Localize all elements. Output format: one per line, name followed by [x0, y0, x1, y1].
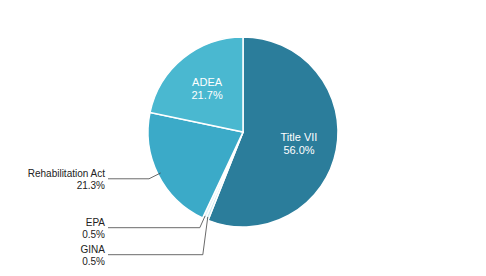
- slice: [150, 37, 243, 132]
- slice-label: Title VII: [281, 131, 318, 143]
- leader-line: [108, 217, 208, 255]
- slice-label: GINA: [81, 244, 106, 255]
- slice-label: Rehabilitation Act: [28, 168, 105, 179]
- slices: [148, 37, 338, 227]
- slice-value-label: 56.0%: [283, 144, 314, 156]
- slice-value-label: 21.7%: [191, 89, 222, 101]
- pie: Title VII56.0%ADEA21.7%GINA0.5%EPA0.5%Re…: [28, 37, 338, 267]
- leader-line: [108, 216, 205, 228]
- leader-line: [108, 173, 161, 179]
- slice-value-label: 21.3%: [77, 180, 105, 191]
- slice-value-label: 0.5%: [82, 256, 105, 267]
- slice-label: ADEA: [192, 76, 223, 88]
- labels: Title VII56.0%ADEA21.7%GINA0.5%EPA0.5%Re…: [28, 76, 318, 267]
- slice-value-label: 0.5%: [82, 229, 105, 240]
- slice-label: EPA: [86, 217, 106, 228]
- chart: Title VII56.0%ADEA21.7%GINA0.5%EPA0.5%Re…: [0, 0, 486, 276]
